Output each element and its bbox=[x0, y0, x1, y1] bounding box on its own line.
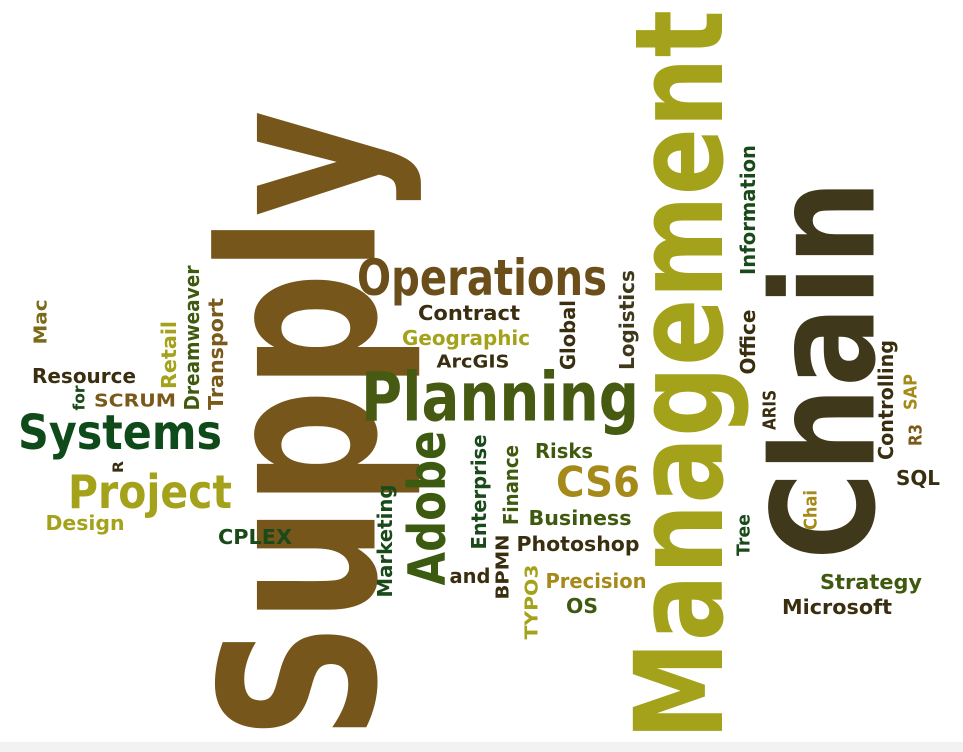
word: Information bbox=[736, 145, 760, 275]
word: BPMN bbox=[493, 535, 514, 600]
word: ARIS bbox=[760, 390, 781, 430]
word: Mac bbox=[31, 300, 52, 345]
word: SQL bbox=[896, 466, 940, 490]
word: Transport bbox=[204, 298, 228, 410]
word: Global bbox=[556, 300, 580, 370]
word: TYPO3 bbox=[522, 565, 543, 640]
word: Systems bbox=[18, 405, 222, 461]
word: Adobe bbox=[398, 431, 458, 586]
word: Retail bbox=[157, 321, 181, 389]
bottom-strip bbox=[0, 742, 963, 752]
word: Precision bbox=[546, 569, 647, 593]
word: Microsoft bbox=[782, 595, 892, 619]
word: CPLEX bbox=[218, 525, 293, 549]
word: Finance bbox=[499, 445, 523, 525]
word: CS6 bbox=[556, 458, 640, 507]
word: SCRUM bbox=[94, 391, 176, 412]
word: Logistics bbox=[615, 270, 639, 370]
word: Enterprise bbox=[467, 435, 491, 550]
word: ArcGIS bbox=[437, 352, 510, 373]
word: Strategy bbox=[820, 570, 922, 594]
word: SAP bbox=[901, 374, 922, 410]
word: Business bbox=[529, 506, 632, 530]
word: for bbox=[70, 385, 89, 410]
word: R3 bbox=[906, 424, 927, 446]
word: Design bbox=[46, 511, 125, 535]
word: Controlling bbox=[874, 340, 898, 460]
word: OS bbox=[566, 594, 598, 618]
word: Project bbox=[68, 465, 232, 519]
word: Operations bbox=[357, 249, 607, 307]
word: Contract bbox=[418, 301, 520, 325]
word: Risks bbox=[535, 439, 593, 463]
word: Management bbox=[609, 10, 751, 740]
word: Photoshop bbox=[517, 532, 640, 556]
word: Marketing bbox=[373, 485, 397, 598]
word: Chain bbox=[743, 180, 908, 560]
word: Planning bbox=[361, 359, 639, 438]
word: Chai bbox=[801, 490, 822, 530]
word: Supply bbox=[175, 110, 426, 740]
word: Dreamweaver bbox=[180, 265, 204, 410]
word: Office bbox=[736, 310, 760, 375]
word: and bbox=[450, 564, 491, 588]
word: Tree bbox=[734, 514, 755, 556]
word: Resource bbox=[32, 364, 136, 388]
word: R bbox=[111, 461, 127, 473]
word: Geographic bbox=[402, 326, 530, 350]
